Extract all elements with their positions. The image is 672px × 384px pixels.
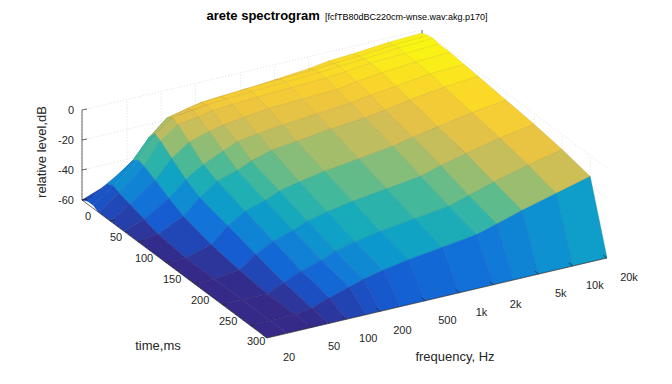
z-tick-label: -40 xyxy=(58,164,74,176)
x-tick-label: 50 xyxy=(328,340,340,352)
title-line: arete spectrogram [fcfTB80dBC220cm-wnse.w… xyxy=(206,8,487,23)
y-tick xyxy=(194,283,199,284)
y-tick-label: 0 xyxy=(85,210,91,222)
subtitle: [fcfTB80dBC220cm-wnse.wav:akg.p170] xyxy=(325,12,488,22)
z-tick xyxy=(82,199,87,200)
grid xyxy=(82,30,607,338)
y-tick xyxy=(138,241,143,242)
x-tick xyxy=(308,324,312,327)
x-tick-label: 200 xyxy=(393,324,411,336)
y-axis-line xyxy=(82,200,267,338)
x-axis-title: frequency, Hz xyxy=(415,349,494,364)
x-tick xyxy=(376,308,380,311)
y-tick-label: 150 xyxy=(163,273,181,285)
title: arete spectrogram xyxy=(206,8,319,23)
x-tick xyxy=(603,255,607,258)
z-tick xyxy=(82,109,87,110)
x-tick xyxy=(569,263,573,266)
y-tick xyxy=(222,304,227,305)
y-tick xyxy=(166,262,171,263)
x-tick xyxy=(535,271,539,274)
y-tick-label: 200 xyxy=(191,294,209,306)
x-tick xyxy=(456,290,460,293)
x-tick-label: 20k xyxy=(620,271,638,283)
x-tick-label: 20 xyxy=(283,351,295,363)
z-tick-label: -20 xyxy=(58,134,74,146)
y-tick-label: 100 xyxy=(135,252,153,264)
z-tick xyxy=(82,169,87,170)
z-tick xyxy=(82,139,87,140)
y-axis-title: time,ms xyxy=(135,338,181,353)
axes: 20 50 100 200 500 1k 2k 5k 10k 20k 0 50 100 150 200 250… xyxy=(58,104,638,363)
z-axis-title: relative level,dB xyxy=(34,106,49,198)
x-tick-label: 100 xyxy=(359,332,377,344)
y-tick xyxy=(82,199,87,200)
z-axis-line xyxy=(82,110,83,200)
x-grid-wall xyxy=(82,110,83,200)
z-tick-label: -60 xyxy=(58,194,74,206)
y-tick xyxy=(110,220,115,221)
chart: 20 50 100 200 500 1k 2k 5k 10k 20k 0 50 100 150 200 250… xyxy=(0,0,672,384)
x-tick-label: 2k xyxy=(510,298,522,310)
y-tick-label: 50 xyxy=(110,231,122,243)
x-tick-label: 5k xyxy=(555,287,567,299)
x-tick-label: 1k xyxy=(476,306,488,318)
y-tick-label: 250 xyxy=(219,315,237,327)
x-tick xyxy=(421,298,425,301)
y-tick-label: 300 xyxy=(247,335,265,347)
z-tick-label: 0 xyxy=(68,104,74,116)
surface xyxy=(82,33,607,338)
x-tick-label: 10k xyxy=(586,279,604,291)
y-tick xyxy=(250,324,255,325)
x-tick-label: 500 xyxy=(438,314,456,326)
x-tick xyxy=(490,282,494,285)
x-tick xyxy=(342,316,346,319)
x-axis-line xyxy=(267,258,607,338)
